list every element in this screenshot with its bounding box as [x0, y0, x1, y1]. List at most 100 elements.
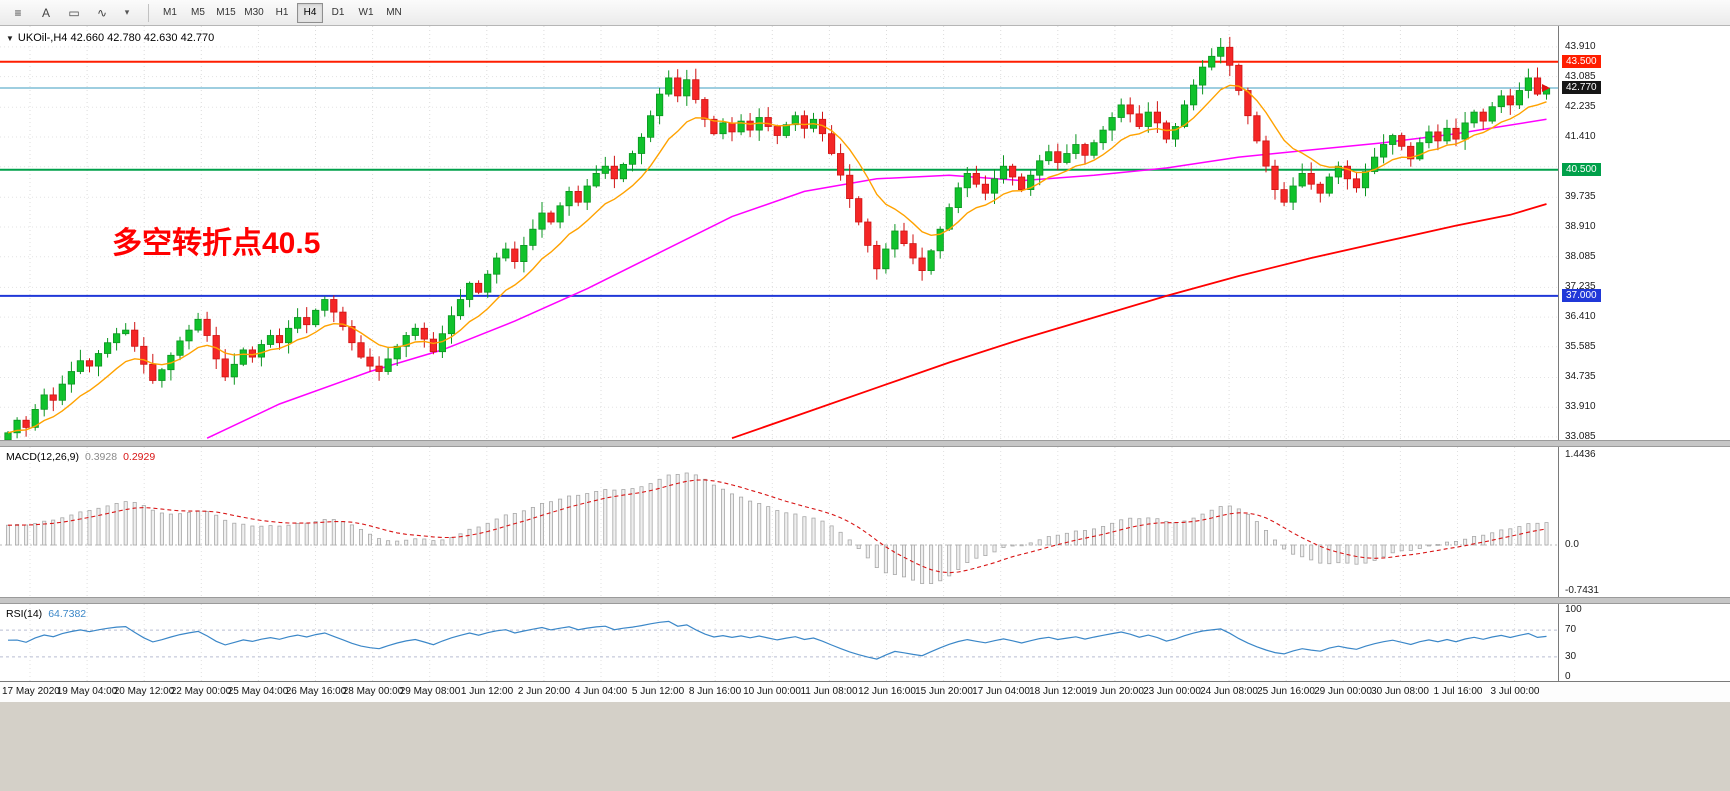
- toolbar: ≡ A ▭ ∿ ▾ M1 M5 M15 M30 H1 H4 D1 W1 MN: [0, 0, 1730, 26]
- time-axis-label: 12 Jun 16:00: [858, 686, 916, 697]
- timeframe-button-w1[interactable]: W1: [358, 6, 374, 18]
- price-axis-label: 34.735: [1565, 371, 1596, 382]
- price-axis-label: 38.085: [1565, 251, 1596, 262]
- price-axis-label: 38.910: [1565, 221, 1596, 232]
- time-axis-label: 1 Jul 16:00: [1433, 686, 1483, 697]
- time-axis-label: 19 May 04:00: [56, 686, 118, 697]
- macd-value-main: 0.3928: [84, 451, 118, 463]
- timeframe-button-h4[interactable]: H4: [297, 2, 323, 23]
- price-axis[interactable]: 43.910 43.085 42.235 41.410 39.735 38.910 38.0…: [1558, 26, 1730, 442]
- time-axis-label: 19 Jun 20:00: [1086, 686, 1144, 697]
- macd-signal-line: [7, 479, 1547, 574]
- price-marker: [1542, 84, 1550, 92]
- time-axis-label: 23 Jun 00:00: [1143, 686, 1201, 697]
- time-axis-label: 4 Jun 04:00: [574, 686, 628, 697]
- price-badge-40.500: 40.500: [1562, 163, 1601, 176]
- macd-axis-label: 0.0: [1565, 539, 1579, 550]
- macd-panel: MACD(12,26,9) 0.3928 0.2929 1.4436 0.0 -0.74…: [0, 447, 1730, 597]
- price-axis-label: 43.085: [1565, 71, 1596, 82]
- time-axis-label: 17 Jun 04:00: [972, 686, 1030, 697]
- rsi-axis-label: 100: [1565, 604, 1582, 615]
- rsi-name: RSI(14): [6, 608, 43, 620]
- timeframe-button-mn[interactable]: MN: [386, 6, 402, 18]
- line-studies-icon[interactable]: ∿: [96, 5, 108, 20]
- panel-splitter[interactable]: [0, 440, 1730, 447]
- bottom-fill: [0, 702, 1730, 791]
- chart-title-text: UKOil-,H4 42.660 42.780 42.630 42.770: [17, 32, 215, 44]
- price-axis-label: 43.910: [1565, 41, 1596, 52]
- rsi-value: 64.7382: [48, 608, 87, 620]
- time-axis-label: 22 May 00:00: [170, 686, 232, 697]
- timeframe-button-m1[interactable]: M1: [163, 6, 177, 18]
- time-axis-label: 28 May 00:00: [342, 686, 404, 697]
- price-axis-label: 37.235: [1565, 281, 1596, 292]
- rsi-panel: RSI(14) 64.7382 100 70 30 0: [0, 604, 1730, 682]
- price-axis-label: 33.085: [1565, 431, 1596, 442]
- time-axis-label: 18 Jun 12:00: [1029, 686, 1087, 697]
- rsi-axis-label: 30: [1565, 651, 1577, 662]
- ma-fast-line: [7, 84, 1547, 434]
- macd-axis-label: -0.7431: [1565, 585, 1599, 596]
- price-badge-42.770: 42.770: [1562, 81, 1601, 94]
- price-axis-label: 41.410: [1565, 131, 1596, 142]
- toolbar-separator: [148, 3, 149, 22]
- rsi-chart-canvas[interactable]: [0, 604, 1558, 681]
- price-axis-label: 35.585: [1565, 341, 1596, 352]
- chart-dropdown-icon[interactable]: ▼: [6, 34, 14, 43]
- candles-layer: [4, 36, 1551, 440]
- macd-axis[interactable]: 1.4436 0.0 -0.7431: [1558, 447, 1730, 597]
- shape-tool-icon[interactable]: ▭: [68, 5, 80, 20]
- rsi-axis-label: 70: [1565, 624, 1577, 635]
- candlestick-chart-canvas[interactable]: [0, 26, 1558, 440]
- dropdown-caret-icon[interactable]: ▾: [124, 7, 130, 17]
- time-axis-label: 2 Jun 20:00: [517, 686, 571, 697]
- toolbar-left-icons: ≡ A ▭ ∿ ▾: [4, 2, 141, 24]
- time-axis-label: 29 Jun 00:00: [1314, 686, 1372, 697]
- macd-value-signal: 0.2929: [123, 451, 156, 463]
- price-badge-43.500: 43.500: [1562, 55, 1601, 68]
- time-axis-label: 25 May 04:00: [227, 686, 289, 697]
- price-chart-panel: ▼ UKOil-,H4 42.660 42.780 42.630 42.770 多…: [0, 26, 1730, 442]
- annotation-text[interactable]: 多空转折点40.5: [112, 227, 321, 260]
- time-axis-label: 17 May 2020: [2, 686, 60, 697]
- timeframe-button-h1[interactable]: H1: [275, 6, 289, 18]
- time-axis-label: 1 Jun 12:00: [460, 686, 514, 697]
- time-axis-label: 20 May 12:00: [113, 686, 175, 697]
- timeframe-button-m5[interactable]: M5: [191, 6, 205, 18]
- rsi-axis[interactable]: 100 70 30 0: [1558, 604, 1730, 682]
- price-axis-label: 33.910: [1565, 401, 1596, 412]
- text-tool-icon[interactable]: A: [41, 5, 50, 20]
- price-axis-label: 39.735: [1565, 191, 1596, 202]
- time-axis-label: 26 May 16:00: [285, 686, 347, 697]
- price-axis-label: 42.235: [1565, 101, 1596, 112]
- timeframe-group: M1 M5 M15 M30 H1 H4 D1 W1 MN: [156, 2, 408, 23]
- time-axis-label: 3 Jul 00:00: [1490, 686, 1540, 697]
- rsi-label: RSI(14) 64.7382: [6, 608, 86, 620]
- time-axis-label: 30 Jun 08:00: [1371, 686, 1429, 697]
- time-axis-label: 15 Jun 20:00: [915, 686, 973, 697]
- macd-label: MACD(12,26,9) 0.3928 0.2929: [6, 451, 155, 463]
- timeframe-button-m15[interactable]: M15: [216, 6, 236, 18]
- time-axis-label: 8 Jun 16:00: [688, 686, 742, 697]
- macd-axis-label: 1.4436: [1565, 449, 1596, 460]
- time-axis[interactable]: 17 May 2020 19 May 04:00 20 May 12:00 22 Ma…: [0, 681, 1730, 702]
- time-axis-label: 10 Jun 00:00: [743, 686, 801, 697]
- timeframe-button-m30[interactable]: M30: [244, 6, 264, 18]
- timeframe-button-d1[interactable]: D1: [331, 6, 345, 18]
- macd-histogram: [6, 472, 1549, 584]
- charts-list-icon[interactable]: ≡: [14, 5, 22, 20]
- rsi-line: [7, 620, 1547, 660]
- chart-title: ▼ UKOil-,H4 42.660 42.780 42.630 42.770: [6, 32, 214, 44]
- time-axis-label: 5 Jun 12:00: [631, 686, 685, 697]
- macd-chart-canvas[interactable]: [0, 447, 1558, 597]
- macd-name: MACD(12,26,9): [6, 451, 79, 463]
- panel-splitter[interactable]: [0, 597, 1730, 604]
- time-axis-label: 29 May 08:00: [399, 686, 461, 697]
- price-badge-37.000: 37.000: [1562, 289, 1601, 302]
- price-axis-label: 36.410: [1565, 311, 1596, 322]
- time-axis-label: 11 Jun 08:00: [800, 686, 858, 697]
- time-axis-label: 25 Jun 16:00: [1257, 686, 1315, 697]
- rsi-axis-label: 0: [1565, 671, 1571, 682]
- time-axis-label: 24 Jun 08:00: [1200, 686, 1258, 697]
